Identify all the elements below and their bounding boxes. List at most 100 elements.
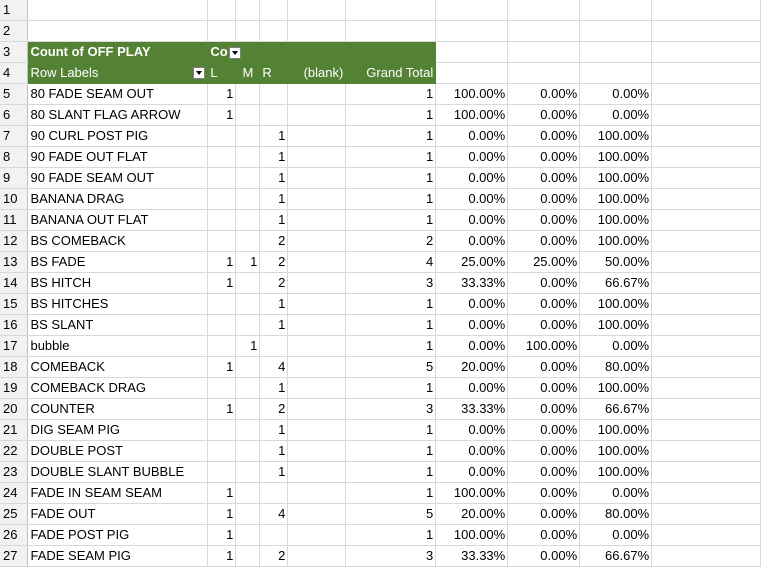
count-r-cell[interactable] (259, 482, 289, 504)
blank-cell[interactable] (287, 251, 347, 273)
count-l-cell[interactable] (207, 146, 237, 168)
blank-cell[interactable] (287, 482, 347, 504)
cell[interactable] (651, 20, 761, 42)
pct-m-cell[interactable]: 0.00% (507, 356, 581, 378)
cell[interactable] (579, 0, 653, 21)
pivot-title[interactable]: Count of OFF PLAY (27, 41, 209, 63)
grand-total-cell[interactable]: 1 (345, 335, 437, 357)
cell[interactable] (651, 503, 761, 525)
cell[interactable] (435, 0, 509, 21)
row-header[interactable]: 15 (0, 293, 29, 315)
pct-m-cell[interactable]: 0.00% (507, 209, 581, 231)
count-r-cell[interactable]: 2 (259, 272, 289, 294)
pct-r-cell[interactable]: 100.00% (579, 188, 653, 210)
blank-cell[interactable] (287, 125, 347, 147)
column-header-m[interactable]: M (235, 62, 261, 84)
count-r-cell[interactable]: 4 (259, 503, 289, 525)
cell[interactable] (287, 41, 347, 63)
pct-l-cell[interactable]: 100.00% (435, 104, 509, 126)
pct-m-cell[interactable]: 0.00% (507, 482, 581, 504)
cell[interactable] (651, 167, 761, 189)
pct-r-cell[interactable]: 66.67% (579, 398, 653, 420)
cell[interactable] (651, 104, 761, 126)
pct-r-cell[interactable]: 100.00% (579, 125, 653, 147)
pct-m-cell[interactable]: 0.00% (507, 314, 581, 336)
row-label-cell[interactable]: 90 FADE SEAM OUT (27, 167, 209, 189)
blank-cell[interactable] (287, 398, 347, 420)
cell[interactable] (579, 20, 653, 42)
grand-total-cell[interactable]: 2 (345, 230, 437, 252)
pct-l-cell[interactable]: 33.33% (435, 272, 509, 294)
pct-m-cell[interactable]: 0.00% (507, 545, 581, 567)
row-header[interactable]: 10 (0, 188, 29, 210)
row-label-cell[interactable]: 80 SLANT FLAG ARROW (27, 104, 209, 126)
blank-cell[interactable] (287, 440, 347, 462)
pct-l-cell[interactable]: 0.00% (435, 209, 509, 231)
cell[interactable] (651, 83, 761, 105)
blank-cell[interactable] (287, 503, 347, 525)
row-label-cell[interactable]: BS SLANT (27, 314, 209, 336)
blank-cell[interactable] (287, 419, 347, 441)
pct-r-cell[interactable]: 0.00% (579, 83, 653, 105)
pct-r-cell[interactable]: 100.00% (579, 461, 653, 483)
row-label-cell[interactable]: DOUBLE SLANT BUBBLE (27, 461, 209, 483)
cell[interactable] (259, 20, 289, 42)
count-r-cell[interactable]: 1 (259, 377, 289, 399)
cell[interactable] (651, 461, 761, 483)
row-label-cell[interactable]: FADE IN SEAM SEAM (27, 482, 209, 504)
pct-r-cell[interactable]: 100.00% (579, 230, 653, 252)
blank-cell[interactable] (287, 272, 347, 294)
pct-l-cell[interactable]: 0.00% (435, 188, 509, 210)
row-label-cell[interactable]: BANANA DRAG (27, 188, 209, 210)
cell[interactable] (27, 20, 209, 42)
count-m-cell[interactable] (235, 188, 261, 210)
grand-total-cell[interactable]: 1 (345, 146, 437, 168)
row-header[interactable]: 18 (0, 356, 29, 378)
blank-cell[interactable] (287, 377, 347, 399)
pct-r-cell[interactable]: 80.00% (579, 503, 653, 525)
pct-l-cell[interactable]: 0.00% (435, 419, 509, 441)
pct-r-cell[interactable]: 100.00% (579, 293, 653, 315)
grand-total-cell[interactable]: 1 (345, 419, 437, 441)
count-r-cell[interactable] (259, 335, 289, 357)
pct-r-cell[interactable]: 100.00% (579, 314, 653, 336)
pct-m-cell[interactable]: 0.00% (507, 293, 581, 315)
pct-m-cell[interactable]: 0.00% (507, 146, 581, 168)
blank-cell[interactable] (287, 104, 347, 126)
pct-l-cell[interactable]: 33.33% (435, 398, 509, 420)
count-r-cell[interactable]: 4 (259, 356, 289, 378)
cell[interactable] (435, 41, 509, 63)
row-header[interactable]: 20 (0, 398, 29, 420)
pct-m-cell[interactable]: 0.00% (507, 377, 581, 399)
grand-total-cell[interactable]: 5 (345, 356, 437, 378)
count-l-cell[interactable] (207, 230, 237, 252)
count-m-cell[interactable] (235, 356, 261, 378)
row-header[interactable]: 24 (0, 482, 29, 504)
row-header[interactable]: 7 (0, 125, 29, 147)
cell[interactable] (651, 209, 761, 231)
pct-l-cell[interactable]: 0.00% (435, 293, 509, 315)
cell[interactable] (651, 440, 761, 462)
count-m-cell[interactable] (235, 545, 261, 567)
cell[interactable] (287, 20, 347, 42)
pct-r-cell[interactable]: 100.00% (579, 440, 653, 462)
row-filter-dropdown-icon[interactable] (193, 67, 206, 79)
row-header[interactable]: 16 (0, 314, 29, 336)
row-labels-header[interactable]: Row Labels (27, 62, 209, 84)
count-m-cell[interactable] (235, 503, 261, 525)
blank-cell[interactable] (287, 524, 347, 546)
count-l-cell[interactable]: 1 (207, 482, 237, 504)
row-label-cell[interactable]: BS HITCHES (27, 293, 209, 315)
cell[interactable] (651, 482, 761, 504)
row-label-cell[interactable]: 90 CURL POST PIG (27, 125, 209, 147)
cell[interactable] (259, 41, 289, 63)
pct-m-cell[interactable]: 0.00% (507, 104, 581, 126)
count-m-cell[interactable] (235, 104, 261, 126)
pct-m-cell[interactable]: 0.00% (507, 230, 581, 252)
pct-r-cell[interactable]: 100.00% (579, 377, 653, 399)
row-header[interactable]: 26 (0, 524, 29, 546)
pct-m-cell[interactable]: 0.00% (507, 188, 581, 210)
count-m-cell[interactable] (235, 230, 261, 252)
row-header[interactable]: 2 (0, 20, 29, 42)
count-m-cell[interactable] (235, 83, 261, 105)
